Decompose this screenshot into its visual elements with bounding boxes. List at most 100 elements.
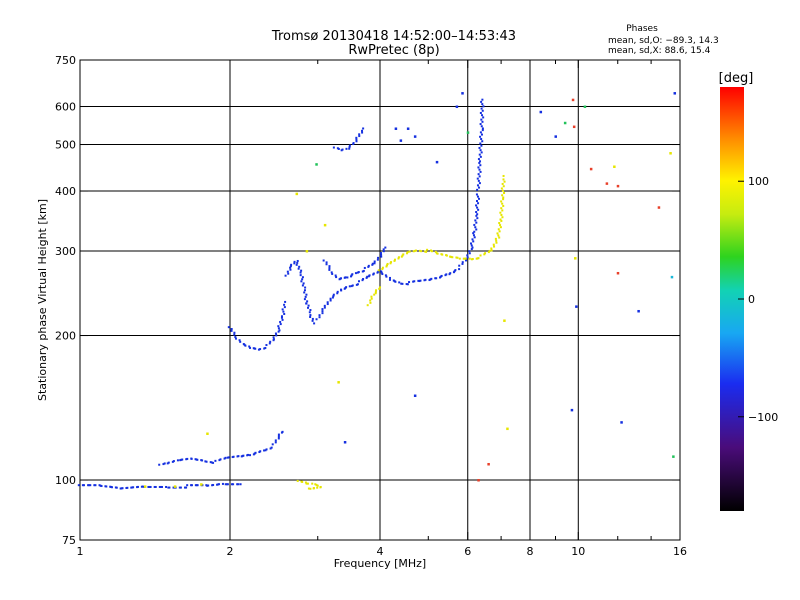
trace-point xyxy=(236,483,239,486)
trace-point xyxy=(461,262,464,265)
scatter-point xyxy=(343,441,347,444)
trace-f1-cusp xyxy=(227,300,287,351)
trace-point xyxy=(472,232,475,235)
trace-point xyxy=(233,333,236,336)
trace-point xyxy=(495,241,498,244)
trace-point xyxy=(465,259,468,262)
trace-point xyxy=(77,484,80,487)
trace-point xyxy=(377,269,380,272)
trace-x-cluster xyxy=(296,479,322,490)
trace-es-spread xyxy=(158,430,284,466)
scatter-point xyxy=(670,275,674,279)
trace-point xyxy=(309,309,312,312)
trace-point xyxy=(380,270,383,273)
trace-point xyxy=(305,293,308,296)
trace-point xyxy=(475,204,478,207)
trace-point xyxy=(318,314,321,317)
x-axis-label: Frequency [MHz] xyxy=(334,557,426,570)
trace-point xyxy=(456,256,459,259)
x-tick-label: 1 xyxy=(77,545,84,558)
trace-point xyxy=(478,168,481,171)
scatter-point xyxy=(477,479,480,482)
trace-point xyxy=(263,347,266,350)
scatter-point xyxy=(574,257,577,260)
trace-point xyxy=(224,456,227,459)
trace-point xyxy=(466,256,469,259)
trace-point xyxy=(475,214,478,217)
trace-point xyxy=(458,268,461,271)
trace-point xyxy=(351,284,354,287)
trace-point xyxy=(499,218,502,221)
trace-point xyxy=(481,98,484,101)
trace-point xyxy=(371,263,374,266)
trace-point xyxy=(160,485,163,488)
trace-point xyxy=(481,127,484,130)
scatter-point xyxy=(673,92,677,95)
trace-point xyxy=(381,267,384,270)
trace-point xyxy=(400,255,403,258)
trace-f2-o-upper xyxy=(322,246,387,281)
trace-point xyxy=(449,255,452,258)
trace-point xyxy=(303,289,306,292)
trace-point xyxy=(502,178,505,181)
trace-point xyxy=(178,486,181,489)
trace-point xyxy=(478,182,481,185)
trace-point xyxy=(479,149,482,152)
trace-point xyxy=(385,275,388,278)
trace-point xyxy=(212,483,215,486)
scatter-point xyxy=(575,305,578,308)
trace-point xyxy=(401,282,404,285)
trace-point xyxy=(471,257,474,260)
trace-point xyxy=(419,279,422,282)
trace-point xyxy=(115,486,118,489)
trace-point xyxy=(265,344,268,347)
trace-point xyxy=(355,138,358,141)
trace-point xyxy=(277,435,280,438)
trace-point xyxy=(434,250,437,253)
trace-point xyxy=(280,316,283,319)
trace-point xyxy=(394,280,397,283)
trace-point xyxy=(358,133,361,136)
trace-point xyxy=(232,483,235,486)
trace-point xyxy=(100,485,103,488)
trace-point xyxy=(362,127,365,130)
trace-point xyxy=(350,274,353,277)
trace-point xyxy=(420,250,423,253)
trace-point xyxy=(470,248,473,251)
trace-point xyxy=(436,252,439,255)
trace-point xyxy=(305,482,308,485)
trace-point xyxy=(98,484,101,487)
trace-point xyxy=(368,274,371,277)
trace-point xyxy=(210,461,213,464)
trace-point xyxy=(475,228,478,231)
trace-point xyxy=(501,194,504,197)
trace-point xyxy=(361,129,364,132)
colorbar-label: [deg] xyxy=(719,71,754,86)
trace-point xyxy=(272,338,275,341)
trace-point xyxy=(492,243,495,246)
scatter-point xyxy=(503,319,506,322)
trace-high-echoes xyxy=(332,127,365,152)
trace-point xyxy=(281,318,284,321)
trace-point xyxy=(132,486,135,489)
trace-point xyxy=(481,109,484,112)
scatter-point xyxy=(461,92,464,95)
trace-point xyxy=(248,345,251,348)
scatter-point xyxy=(571,98,575,102)
trace-point xyxy=(304,295,307,298)
trace-point xyxy=(311,482,314,485)
trace-point xyxy=(350,275,353,278)
trace-point xyxy=(373,262,376,265)
trace-point xyxy=(393,259,396,262)
trace-point xyxy=(480,151,483,154)
chart-title: Tromsø 20130418 14:52:00–14:53:43 xyxy=(271,29,516,44)
trace-point xyxy=(369,301,372,304)
phases-o-stats: mean, sd,O: −89.3, 14.3 xyxy=(608,36,719,46)
trace-point xyxy=(493,245,496,248)
trace-point xyxy=(284,274,287,277)
trace-point xyxy=(274,332,277,335)
trace-point xyxy=(172,486,175,489)
trace-point xyxy=(299,274,302,277)
trace-point xyxy=(283,306,286,309)
trace-point xyxy=(295,263,298,266)
